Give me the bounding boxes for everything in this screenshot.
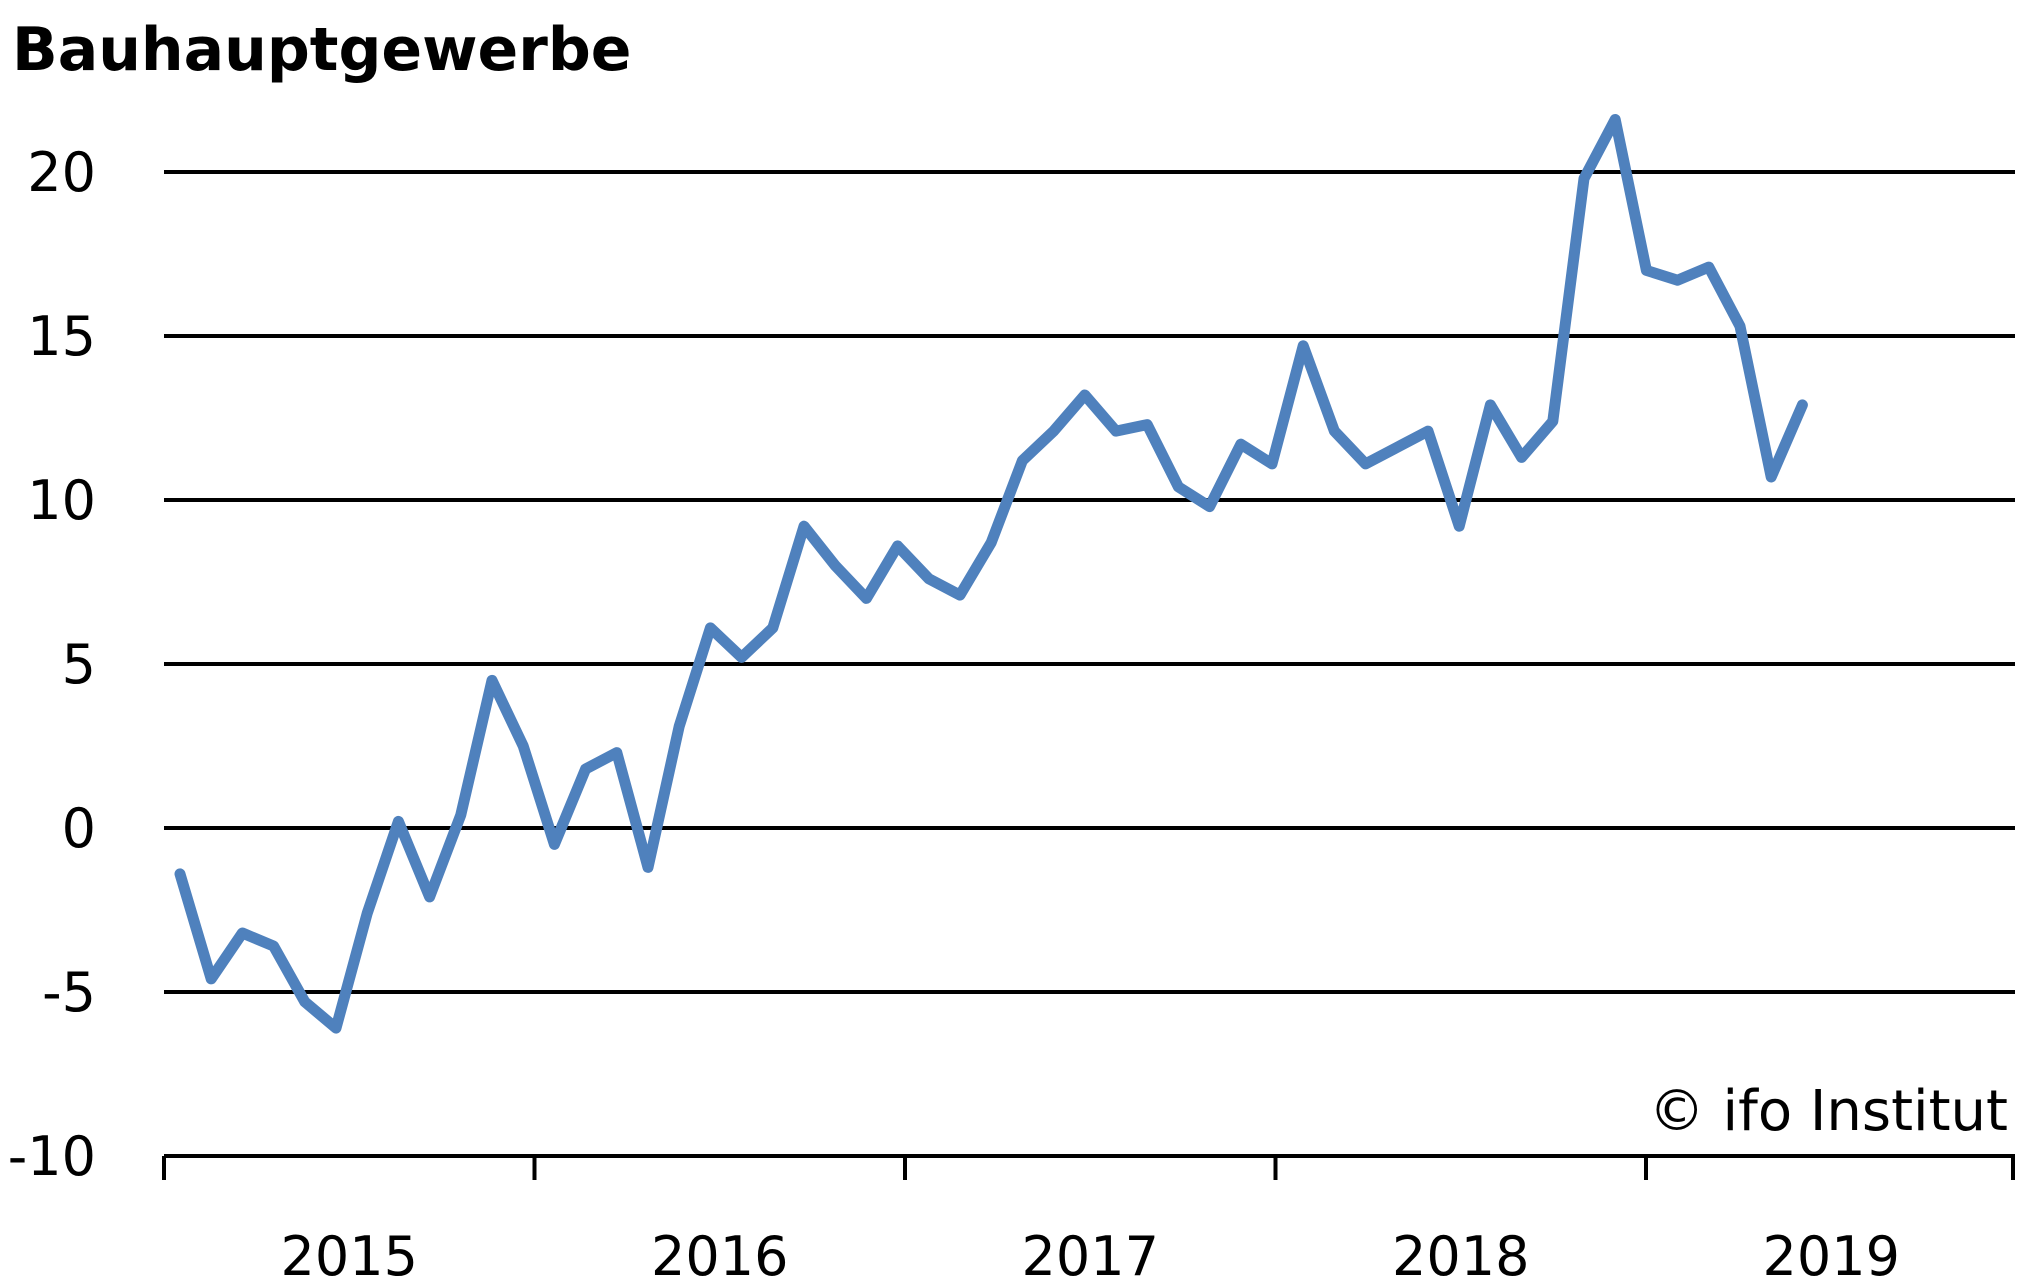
x-tick-label: 2018 <box>1392 1225 1529 1288</box>
series-layer <box>174 114 1808 1034</box>
x-tick-label: 2015 <box>281 1225 418 1288</box>
y-tick-label: -10 <box>8 1125 96 1188</box>
chart-title: Bauhauptgewerbe <box>12 15 631 85</box>
credit-text: © ifo Institut <box>1649 1079 2008 1144</box>
x-tick-label: 2017 <box>1022 1225 1159 1288</box>
x-tick-label: 2019 <box>1763 1225 1900 1288</box>
y-tick-label: 10 <box>27 469 96 532</box>
y-tick-label: 15 <box>27 305 96 368</box>
y-tick-label: -5 <box>42 961 96 1024</box>
y-tick-label: 0 <box>62 797 96 860</box>
x-tick-label: 2016 <box>651 1225 788 1288</box>
gridlines <box>164 170 2015 994</box>
y-tick-label: 20 <box>27 141 96 204</box>
x-axis: 2015 2016 2017 2018 2019 <box>162 1154 2015 1288</box>
y-tick-label: 5 <box>62 633 96 696</box>
y-tick-labels: -10 -5 0 5 10 15 20 <box>8 141 96 1188</box>
series-line-0 <box>174 114 1808 1034</box>
